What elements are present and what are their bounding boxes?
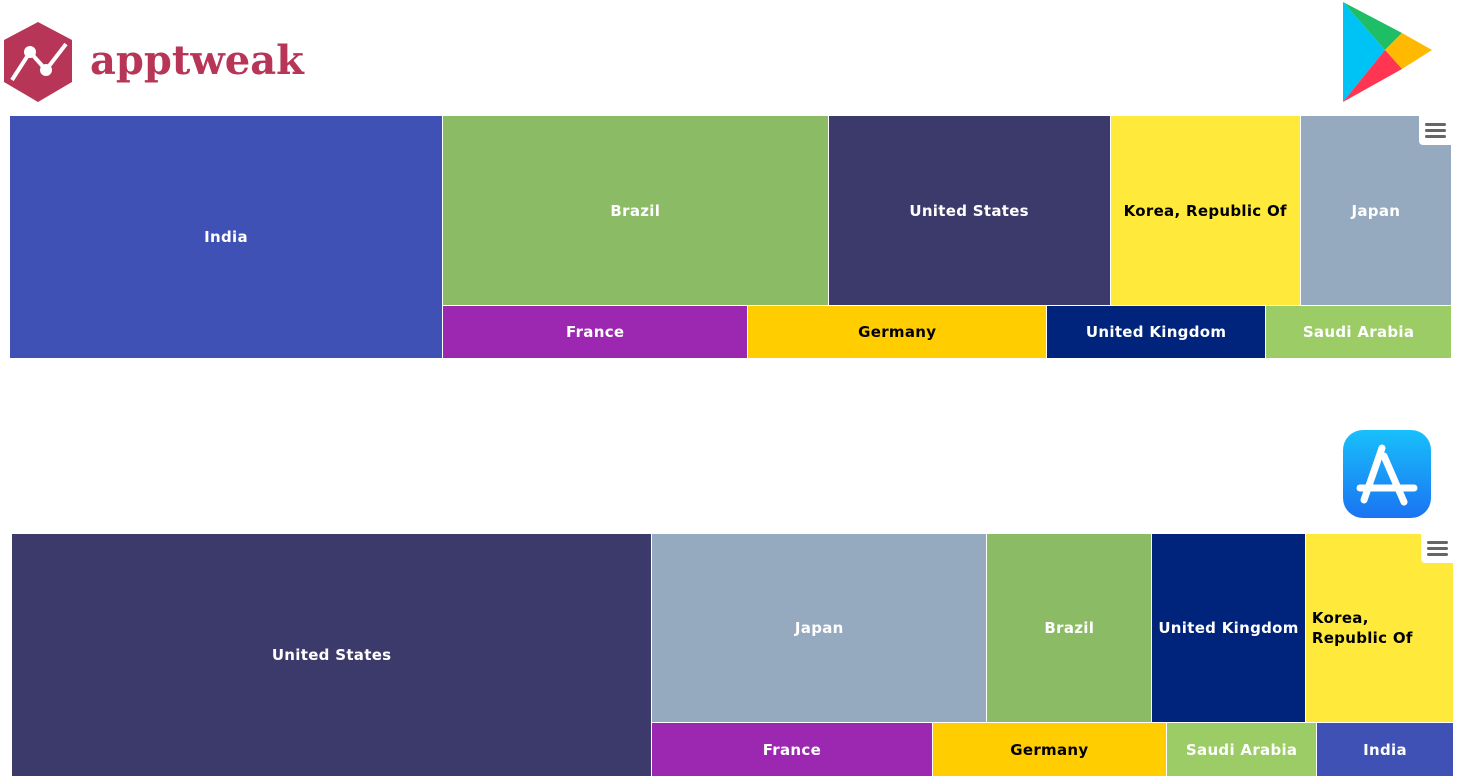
treemap-cell-label: India — [1363, 740, 1407, 759]
treemap-cell-label: United States — [909, 201, 1029, 220]
google-play-treemap: Saudi Arabia United Kingdom Germany France J… — [9, 115, 1452, 359]
treemap-cell-label: United Kingdom — [1158, 619, 1299, 638]
treemap-cell[interactable]: India — [9, 115, 444, 359]
treemap-cell-label: Korea, Republic Of — [1311, 609, 1413, 648]
svg-text:apptweak: apptweak — [90, 37, 305, 84]
app-store-treemap: India Saudi Arabia Germany France Korea, Rep… — [11, 533, 1454, 777]
treemap-cell[interactable]: Brazil — [986, 533, 1153, 724]
treemap-cell-label: Saudi Arabia — [1302, 323, 1415, 342]
treemap-cell-label: Germany — [1010, 740, 1089, 759]
treemap-cell[interactable]: Saudi Arabia — [1166, 722, 1318, 777]
treemap-cell[interactable]: Korea, Republic Of — [1304, 533, 1454, 724]
treemap-cell[interactable]: France — [651, 722, 933, 777]
treemap-cell-label: Japan — [1351, 201, 1401, 220]
treemap-cell-label: Saudi Arabia — [1185, 740, 1298, 759]
treemap-cell-label: Germany — [858, 323, 937, 342]
treemap-cell[interactable]: United Kingdom — [1151, 533, 1306, 724]
chart-menu-button[interactable] — [1419, 115, 1451, 145]
hamburger-menu-icon — [1424, 122, 1446, 126]
treemap-cell[interactable]: United States — [11, 533, 653, 777]
treemap-cell-label: France — [566, 323, 625, 342]
treemap-cell[interactable]: United States — [827, 115, 1111, 307]
treemap-cell-label: Brazil — [610, 201, 661, 220]
treemap-cell[interactable]: India — [1316, 722, 1454, 777]
treemap-cell[interactable]: Korea, Republic Of — [1109, 115, 1301, 307]
treemap-cell[interactable]: Japan — [1299, 115, 1452, 307]
treemap-cell[interactable]: France — [442, 305, 749, 359]
google-play-icon — [1340, 0, 1435, 109]
treemap-cell[interactable]: Germany — [931, 722, 1168, 777]
apptweak-logo: apptweak — [2, 20, 312, 106]
treemap-cell-label: India — [204, 228, 248, 246]
hamburger-menu-icon — [1426, 540, 1448, 544]
treemap-cell[interactable]: Japan — [651, 533, 988, 724]
treemap-cell[interactable]: United Kingdom — [1046, 305, 1267, 359]
treemap-cell-label: Brazil — [1044, 619, 1095, 638]
treemap-cell-label: United States — [271, 646, 392, 664]
treemap-cell[interactable]: Germany — [747, 305, 1048, 359]
app-store-icon — [1342, 428, 1432, 524]
treemap-cell[interactable]: Saudi Arabia — [1265, 305, 1452, 359]
chart-menu-button[interactable] — [1421, 533, 1453, 563]
treemap-cell-label: Japan — [794, 619, 844, 638]
treemap-cell[interactable]: Brazil — [442, 115, 829, 307]
treemap-cell-label: United Kingdom — [1085, 323, 1227, 342]
treemap-cell-label: Korea, Republic Of — [1123, 201, 1287, 220]
treemap-cell-label: France — [762, 740, 822, 759]
